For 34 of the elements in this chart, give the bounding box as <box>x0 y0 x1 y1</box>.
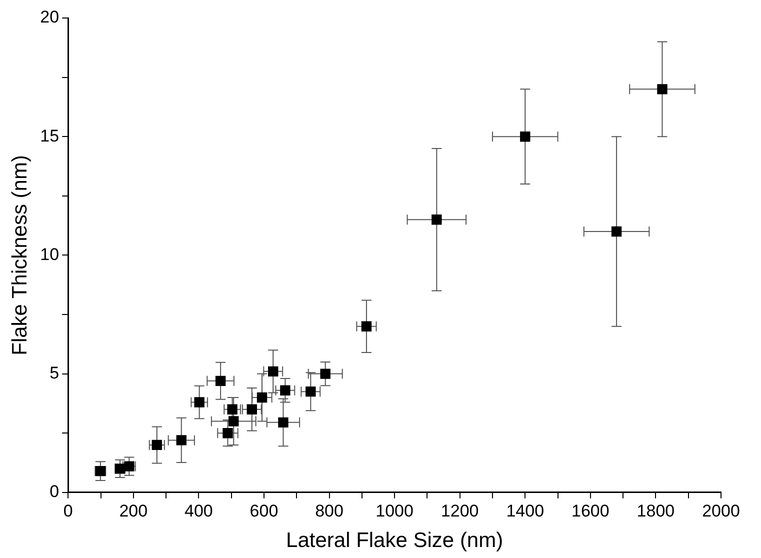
x-tick-label: 1800 <box>636 501 675 520</box>
point <box>222 428 233 438</box>
point <box>246 404 257 414</box>
point <box>611 226 622 237</box>
x-tick-label: 200 <box>119 501 148 520</box>
point <box>215 376 226 386</box>
point <box>280 385 290 396</box>
x-tick-label: 0 <box>63 501 73 520</box>
x-tick-label: 1000 <box>376 501 414 520</box>
y-tick-label: 20 <box>40 8 60 27</box>
y-tick-label: 0 <box>50 482 60 502</box>
point <box>306 386 316 397</box>
point <box>268 366 278 377</box>
x-tick-label: 1600 <box>572 501 610 520</box>
x-tick-label: 1200 <box>440 501 479 520</box>
point <box>657 84 668 94</box>
x-tick-label: 600 <box>250 501 278 520</box>
y-tick-label: 10 <box>40 244 60 264</box>
y-tick-label: 5 <box>50 363 60 382</box>
x-tick-label: 400 <box>184 501 213 520</box>
point <box>278 417 288 428</box>
point <box>432 214 442 225</box>
point <box>176 435 186 446</box>
x-tick-label: 2000 <box>702 501 740 520</box>
y-axis-title: Flake Thickness (nm) <box>8 155 32 356</box>
point <box>361 321 372 332</box>
x-axis-title: Lateral Flake Size (nm) <box>286 529 504 552</box>
point <box>256 392 268 403</box>
point <box>320 368 330 379</box>
y-tick-label: 15 <box>40 126 60 146</box>
point <box>228 416 239 426</box>
x-tick-label: 800 <box>315 501 344 520</box>
x-tick-label: 1400 <box>506 501 544 520</box>
point <box>520 132 530 142</box>
